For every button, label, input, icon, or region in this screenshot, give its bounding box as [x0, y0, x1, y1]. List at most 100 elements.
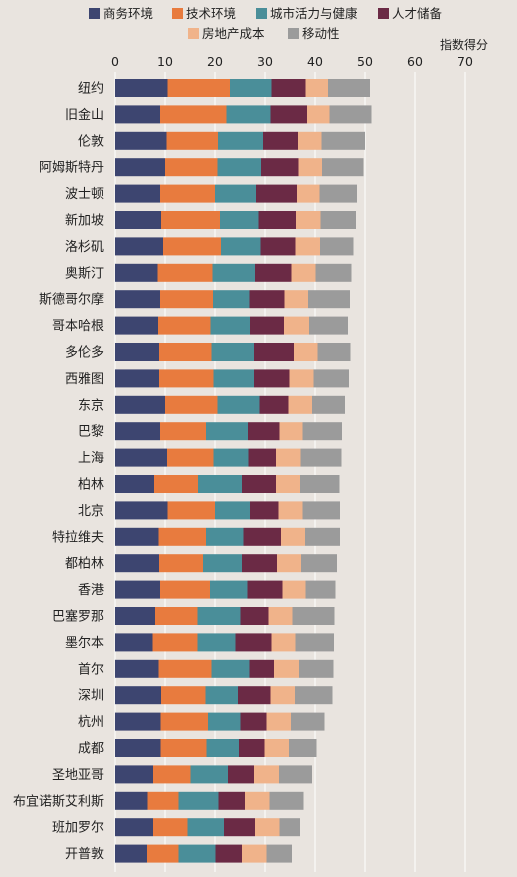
- bar-segment: [160, 105, 227, 124]
- bar-segment: [160, 422, 206, 441]
- bar-segment: [115, 290, 160, 309]
- category-label: 首尔: [78, 662, 104, 677]
- legend-label: 人才储备: [392, 6, 443, 21]
- bar-segment: [115, 475, 154, 493]
- bar-segment: [296, 211, 321, 229]
- category-label: 深圳: [78, 689, 104, 704]
- category-label: 波士顿: [65, 187, 104, 202]
- bar-segment: [115, 316, 158, 335]
- bar-segment: [213, 448, 249, 467]
- bar-segment: [239, 739, 265, 757]
- bar-segment: [276, 475, 300, 493]
- category-label: 布宜诺斯艾利斯: [13, 794, 104, 809]
- bar-segment: [218, 791, 245, 810]
- bar-segment: [250, 316, 284, 335]
- bar-segment: [115, 527, 159, 546]
- bar-segment: [165, 158, 218, 177]
- category-label: 班加罗尔: [52, 821, 104, 836]
- bar-segment: [147, 791, 179, 810]
- bar-segment: [115, 79, 168, 97]
- bar-segment: [115, 263, 158, 282]
- category-label: 洛杉矶: [65, 240, 104, 255]
- bar-segment: [291, 712, 325, 731]
- bar-segment: [226, 105, 271, 124]
- category-label: 圣地亚哥: [52, 768, 104, 783]
- legend-swatch: [256, 8, 267, 19]
- bar-segment: [197, 633, 236, 652]
- category-label: 旧金山: [65, 107, 104, 123]
- bar-segment: [115, 184, 160, 203]
- bar-segment: [115, 395, 165, 414]
- bar-segment: [279, 818, 300, 837]
- bar-segment: [160, 580, 210, 599]
- bar-segment: [115, 791, 148, 810]
- bar-segment: [247, 580, 283, 599]
- bar-segment: [211, 659, 250, 678]
- bar-segment: [300, 448, 342, 467]
- bar-segment: [260, 237, 296, 256]
- bar-segment: [317, 343, 351, 361]
- bar-segment: [205, 686, 238, 705]
- category-label: 特拉维夫: [52, 530, 104, 545]
- bar-segment: [115, 580, 160, 599]
- legend-label: 房地产成本: [202, 26, 265, 41]
- bar-segment: [158, 527, 206, 546]
- bar-segment: [259, 395, 289, 414]
- bar-segment: [213, 290, 250, 309]
- bar-segment: [266, 712, 291, 731]
- x-tick-label: 50: [357, 54, 373, 69]
- legend-label: 商务环境: [103, 6, 153, 21]
- category-label: 都柏林: [65, 557, 104, 572]
- bar-segment: [115, 369, 159, 388]
- bar-segment: [115, 633, 153, 652]
- bar-segment: [266, 844, 292, 863]
- legend-label: 城市活力与健康: [270, 6, 358, 21]
- category-label: 西雅图: [65, 372, 104, 387]
- bar-segment: [295, 686, 333, 705]
- bar-segment: [300, 475, 340, 493]
- bar-segment: [215, 844, 242, 863]
- bar-segment: [269, 791, 304, 810]
- bar-segment: [167, 79, 230, 97]
- legend-swatch: [378, 8, 389, 19]
- bar-segment: [190, 765, 228, 784]
- bar-segment: [284, 316, 309, 335]
- bar-segment: [115, 237, 163, 256]
- bar-segment: [256, 184, 297, 203]
- bar-segment: [294, 343, 318, 361]
- bar-segment: [301, 554, 337, 573]
- axis-unit-label: 指数得分: [440, 37, 488, 52]
- bar-segment: [313, 369, 349, 388]
- bar-segment: [302, 422, 342, 441]
- bar-segment: [155, 607, 198, 625]
- legend-swatch: [172, 8, 183, 19]
- bar-segment: [115, 105, 160, 124]
- bar-segment: [271, 79, 306, 97]
- bar-segment: [235, 633, 272, 652]
- bar-segment: [206, 422, 248, 441]
- bar-segment: [276, 448, 301, 467]
- x-tick-label: 70: [457, 54, 473, 69]
- bar-segment: [161, 211, 220, 229]
- bar-segment: [159, 343, 212, 361]
- bar-segment: [279, 765, 312, 784]
- bar-segment: [167, 501, 215, 520]
- bar-segment: [291, 263, 316, 282]
- bar-segment: [284, 290, 308, 309]
- bar-segment: [115, 422, 160, 441]
- category-label: 多伦多: [65, 345, 104, 361]
- category-label: 新加坡: [65, 213, 104, 229]
- category-label: 杭州: [78, 715, 104, 730]
- bar-segment: [264, 739, 289, 757]
- bar-segment: [211, 343, 254, 361]
- bar-segment: [288, 395, 312, 414]
- bar-segment: [242, 844, 267, 863]
- bar-segment: [309, 316, 348, 335]
- legend-swatch: [188, 28, 199, 39]
- bar-segment: [320, 211, 356, 229]
- bar-segment: [321, 131, 365, 150]
- bar-segment: [305, 527, 340, 546]
- bar-segment: [115, 659, 159, 678]
- bar-segment: [271, 633, 296, 652]
